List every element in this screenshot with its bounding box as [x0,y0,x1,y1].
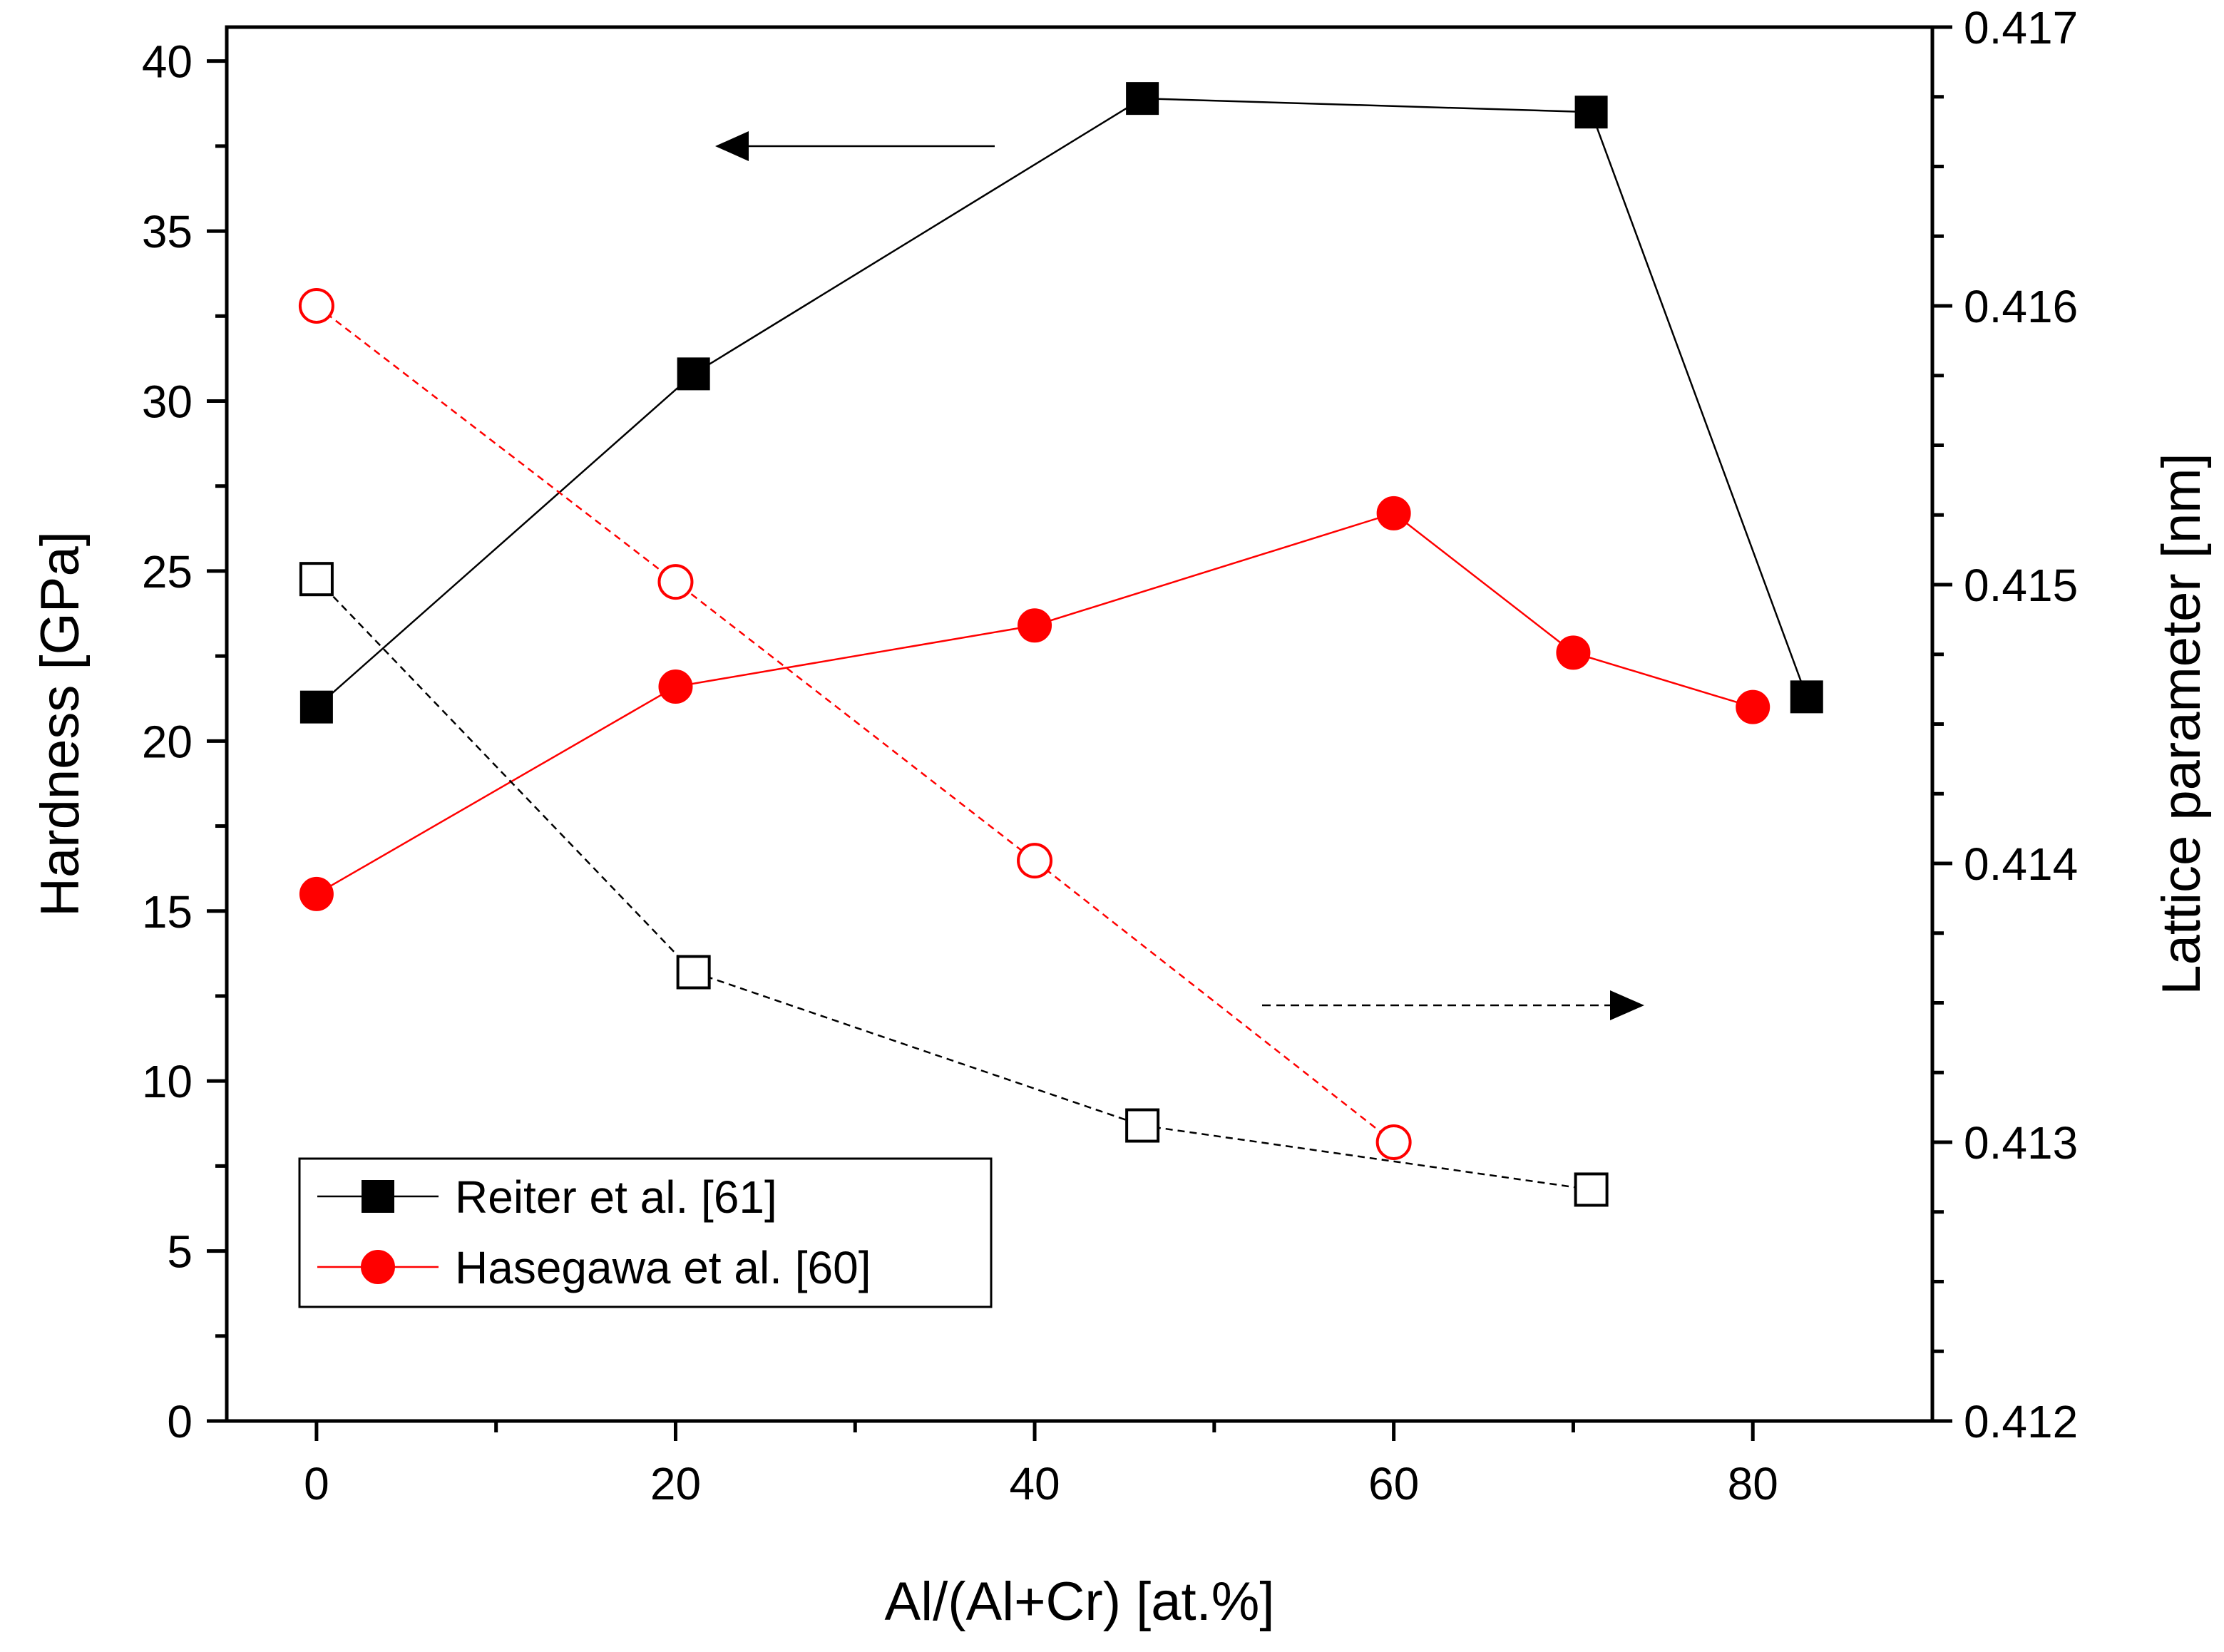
y-tick-label: 0 [167,1396,193,1447]
legend-box [298,1157,993,1308]
data-point [1736,689,1771,724]
y-tick-label: 10 [142,1056,193,1107]
series-2-lattice [299,562,1609,1207]
y2-tick-label: 0.414 [1964,838,2078,890]
series-line [316,305,1395,1143]
legend-label: Hasegawa et al. [60] [455,1242,871,1293]
legend-item: Hasegawa et al. [60] [317,1242,871,1293]
series-line [316,512,1753,895]
x-axis-title: Al/(Al+Cr) [at.%] [885,1571,1275,1632]
legend: Reiter et al. [61] Hasegawa et al. [60] [298,1157,993,1308]
y-tick-label: 30 [142,376,193,428]
x-tick-label: 0 [304,1458,329,1509]
y2-tick-label: 0.417 [1964,2,2078,53]
series-0-hardness [299,82,1823,724]
data-point [299,690,333,724]
y-tick-label: 35 [142,206,193,257]
annotation-group [715,131,1644,1020]
y-tick-label: 15 [142,886,193,938]
data-point [1574,96,1608,129]
data-point [1126,82,1159,116]
data-point [658,669,693,704]
data-point [1556,635,1591,670]
data-point [677,357,710,391]
series-3-lattice [298,288,1412,1160]
data-point [657,564,694,600]
data-point [1790,680,1823,714]
y-axis-title: Hardness [GPa] [30,531,91,917]
y2-axis-title: Lattice parameter [nm] [2151,453,2212,995]
y2-axis-ticks: 0.412 0.413 0.414 0.415 0.416 0.417 [1932,2,2078,1447]
legend-marker [362,1180,394,1213]
y-tick-label: 25 [142,546,193,597]
y-axis-ticks: 0 5 10 15 20 25 30 35 40 [142,36,227,1447]
y2-tick-label: 0.413 [1964,1117,2078,1169]
series-1-hardness [299,496,1771,911]
y2-tick-label: 0.415 [1964,560,2078,611]
x-axis-ticks: 0 20 40 60 80 [304,1421,1778,1509]
data-point [1375,1124,1412,1160]
y-tick-label: 40 [142,36,193,88]
y2-tick-label: 0.416 [1964,281,2078,332]
legend-marker [361,1250,395,1284]
data-point [1017,843,1053,879]
data-point [299,876,334,911]
series-line [315,578,1592,1191]
legend-item: Reiter et al. [61] [317,1171,777,1223]
y-tick-label: 20 [142,716,193,767]
data-point [676,955,711,990]
data-point [1018,608,1052,643]
data-point [1125,1108,1160,1143]
data-point [1574,1172,1609,1207]
data-point [299,562,334,597]
x-tick-label: 20 [650,1458,701,1509]
data-point [1376,496,1411,530]
data-point [298,288,334,324]
x-tick-label: 80 [1728,1458,1778,1509]
series-group [298,82,1823,1207]
legend-label: Reiter et al. [61] [455,1171,777,1223]
x-tick-label: 60 [1368,1458,1419,1509]
hardness-arrowhead [715,131,749,161]
y2-tick-label: 0.412 [1964,1396,2078,1447]
lattice-arrowhead [1610,990,1644,1020]
x-tick-label: 40 [1009,1458,1060,1509]
y-tick-label: 5 [167,1226,193,1278]
